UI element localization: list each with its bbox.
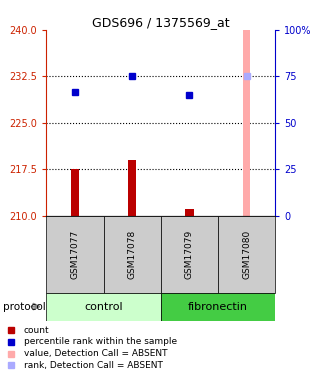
Text: GSM17079: GSM17079 [185, 230, 194, 279]
Bar [104, 216, 161, 292]
Bar [46, 216, 104, 292]
Text: protocol: protocol [3, 302, 46, 312]
Bar [161, 292, 275, 321]
Bar [161, 216, 218, 292]
Text: GSM17078: GSM17078 [128, 230, 137, 279]
Text: count: count [24, 326, 49, 335]
Text: value, Detection Call = ABSENT: value, Detection Call = ABSENT [24, 349, 167, 358]
Bar [243, 30, 250, 216]
Text: control: control [84, 302, 123, 312]
Bar [46, 292, 161, 321]
Bar [218, 216, 275, 292]
Title: GDS696 / 1375569_at: GDS696 / 1375569_at [92, 16, 230, 29]
Bar [185, 209, 194, 216]
Bar [71, 169, 79, 216]
Text: rank, Detection Call = ABSENT: rank, Detection Call = ABSENT [24, 361, 163, 370]
Text: fibronectin: fibronectin [188, 302, 248, 312]
Bar [128, 160, 137, 216]
Text: GSM17077: GSM17077 [70, 230, 79, 279]
Text: GSM17080: GSM17080 [242, 230, 251, 279]
Text: percentile rank within the sample: percentile rank within the sample [24, 338, 177, 346]
